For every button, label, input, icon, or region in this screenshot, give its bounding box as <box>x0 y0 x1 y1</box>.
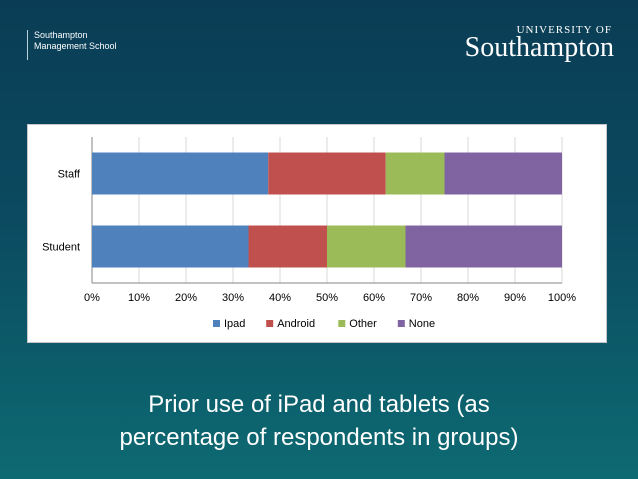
legend-swatch-other <box>338 320 346 327</box>
x-tick-label: 30% <box>222 292 244 304</box>
legend-label: None <box>409 318 435 330</box>
department-name-line2: Management School <box>34 41 117 51</box>
legend-label: Other <box>349 318 377 330</box>
university-logo: UNIVERSITY OF Southampton <box>465 24 614 62</box>
slide-caption: Prior use of iPad and tablets (as percen… <box>0 388 638 454</box>
category-label: Student <box>42 242 80 254</box>
x-tick-label: 80% <box>457 292 479 304</box>
university-name: Southampton <box>464 32 614 63</box>
x-tick-label: 40% <box>269 292 291 304</box>
x-tick-label: 10% <box>128 292 150 304</box>
university-of-label: UNIVERSITY OF <box>516 24 612 36</box>
category-label: Staff <box>58 169 81 181</box>
x-tick-label: 50% <box>316 292 338 304</box>
bar-none-staff <box>444 152 562 195</box>
stacked-bar-chart: Staff Student 0% 10% 20% 30% 40% 50% 60% 70% 80% 90… <box>42 137 576 330</box>
x-tick-label: 90% <box>504 292 526 304</box>
bar-ipad-student <box>92 225 249 268</box>
caption-line2: percentage of respondents in groups) <box>119 424 519 451</box>
department-logo: Southampton Management School <box>27 30 117 60</box>
caption-line1: Prior use of iPad and tablets (as <box>148 391 490 418</box>
x-tick-label: 20% <box>175 292 197 304</box>
bar-none-student <box>405 225 562 268</box>
x-tick-label: 0% <box>84 292 100 304</box>
legend-label: Ipad <box>224 318 245 330</box>
bar-other-student <box>327 225 406 268</box>
department-name-line1: Southampton <box>34 30 88 40</box>
x-tick-label: 100% <box>548 292 576 304</box>
legend-label: Android <box>277 318 315 330</box>
bar-android-student <box>248 225 327 268</box>
bar-other-staff <box>385 152 445 195</box>
legend-swatch-android <box>266 320 274 327</box>
x-tick-label: 70% <box>410 292 432 304</box>
legend-swatch-none <box>397 320 405 327</box>
bar-ipad-staff <box>92 152 269 195</box>
bar-android-staff <box>268 152 386 195</box>
x-tick-label: 60% <box>363 292 385 304</box>
legend-swatch-ipad <box>213 320 220 327</box>
chart-frame: Staff Student 0% 10% 20% 30% 40% 50% 60% 70% 80% 90… <box>27 124 607 343</box>
